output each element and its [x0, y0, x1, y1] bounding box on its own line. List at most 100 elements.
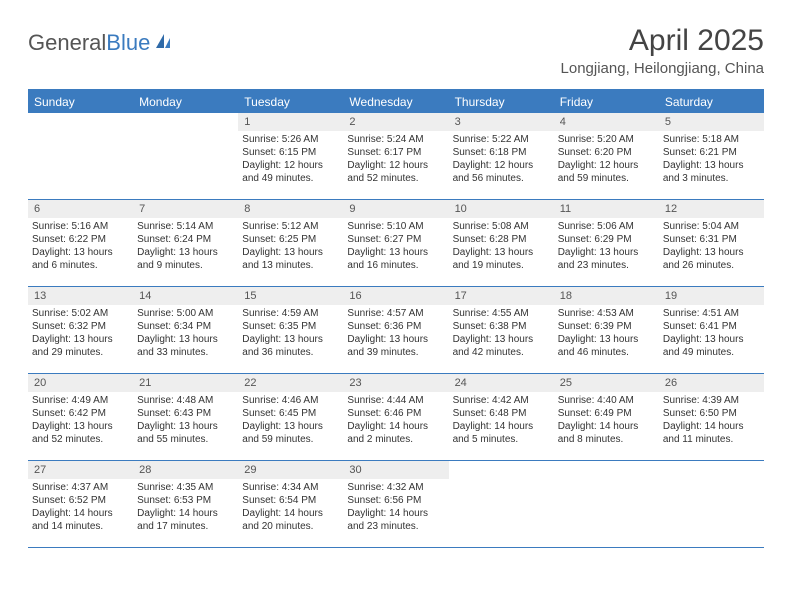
day-line: and 5 minutes. — [453, 433, 550, 446]
day-line: and 20 minutes. — [242, 520, 339, 533]
day-cell: 26Sunrise: 4:39 AMSunset: 6:50 PMDayligh… — [659, 374, 764, 460]
day-line: Sunset: 6:17 PM — [347, 146, 444, 159]
day-line: Sunrise: 4:44 AM — [347, 394, 444, 407]
day-cell: 11Sunrise: 5:06 AMSunset: 6:29 PMDayligh… — [554, 200, 659, 286]
day-number: 11 — [554, 200, 659, 218]
location: Longjiang, Heilongjiang, China — [561, 60, 764, 77]
day-line: Sunset: 6:38 PM — [453, 320, 550, 333]
day-line: Sunrise: 4:32 AM — [347, 481, 444, 494]
day-body: Sunrise: 5:16 AMSunset: 6:22 PMDaylight:… — [28, 218, 133, 276]
day-line: Sunset: 6:50 PM — [663, 407, 760, 420]
day-line: Sunrise: 4:34 AM — [242, 481, 339, 494]
day-cell: 10Sunrise: 5:08 AMSunset: 6:28 PMDayligh… — [449, 200, 554, 286]
day-line: Sunrise: 4:59 AM — [242, 307, 339, 320]
day-cell: 27Sunrise: 4:37 AMSunset: 6:52 PMDayligh… — [28, 461, 133, 547]
day-cell: 25Sunrise: 4:40 AMSunset: 6:49 PMDayligh… — [554, 374, 659, 460]
day-line: Sunset: 6:49 PM — [558, 407, 655, 420]
day-line: and 29 minutes. — [32, 346, 129, 359]
day-cell: 17Sunrise: 4:55 AMSunset: 6:38 PMDayligh… — [449, 287, 554, 373]
day-body: Sunrise: 5:08 AMSunset: 6:28 PMDaylight:… — [449, 218, 554, 276]
day-line: Daylight: 13 hours — [242, 246, 339, 259]
day-line: Daylight: 14 hours — [32, 507, 129, 520]
day-cell: 4Sunrise: 5:20 AMSunset: 6:20 PMDaylight… — [554, 113, 659, 199]
day-line: Sunrise: 5:08 AM — [453, 220, 550, 233]
day-line: Sunrise: 5:22 AM — [453, 133, 550, 146]
page: GeneralBlue April 2025 Longjiang, Heilon… — [0, 0, 792, 572]
day-number: 6 — [28, 200, 133, 218]
day-cell: 21Sunrise: 4:48 AMSunset: 6:43 PMDayligh… — [133, 374, 238, 460]
day-line: Daylight: 13 hours — [453, 333, 550, 346]
day-cell: 29Sunrise: 4:34 AMSunset: 6:54 PMDayligh… — [238, 461, 343, 547]
day-line: Daylight: 13 hours — [347, 246, 444, 259]
day-line: Sunrise: 4:53 AM — [558, 307, 655, 320]
day-line: Sunrise: 5:10 AM — [347, 220, 444, 233]
day-cell — [133, 113, 238, 199]
day-number: 14 — [133, 287, 238, 305]
day-line: Sunset: 6:56 PM — [347, 494, 444, 507]
day-line: and 49 minutes. — [242, 172, 339, 185]
day-line: Sunset: 6:41 PM — [663, 320, 760, 333]
day-body: Sunrise: 4:57 AMSunset: 6:36 PMDaylight:… — [343, 305, 448, 363]
day-line: and 39 minutes. — [347, 346, 444, 359]
title-block: April 2025 Longjiang, Heilongjiang, Chin… — [561, 24, 764, 77]
day-line: Daylight: 13 hours — [663, 159, 760, 172]
day-number: 8 — [238, 200, 343, 218]
day-line: Sunrise: 5:20 AM — [558, 133, 655, 146]
day-line: and 52 minutes. — [32, 433, 129, 446]
day-cell: 13Sunrise: 5:02 AMSunset: 6:32 PMDayligh… — [28, 287, 133, 373]
day-number: 24 — [449, 374, 554, 392]
day-number: 26 — [659, 374, 764, 392]
day-line: Sunset: 6:39 PM — [558, 320, 655, 333]
day-line: Daylight: 14 hours — [558, 420, 655, 433]
day-line: Daylight: 13 hours — [242, 420, 339, 433]
day-line: Sunrise: 4:48 AM — [137, 394, 234, 407]
day-line: Daylight: 13 hours — [663, 333, 760, 346]
day-body: Sunrise: 5:00 AMSunset: 6:34 PMDaylight:… — [133, 305, 238, 363]
day-line: and 16 minutes. — [347, 259, 444, 272]
day-body: Sunrise: 4:40 AMSunset: 6:49 PMDaylight:… — [554, 392, 659, 450]
day-number: 21 — [133, 374, 238, 392]
weekday-fri: Friday — [554, 91, 659, 113]
day-line: and 55 minutes. — [137, 433, 234, 446]
day-line: Sunset: 6:28 PM — [453, 233, 550, 246]
day-cell: 15Sunrise: 4:59 AMSunset: 6:35 PMDayligh… — [238, 287, 343, 373]
day-line: Sunset: 6:35 PM — [242, 320, 339, 333]
day-line: Sunset: 6:22 PM — [32, 233, 129, 246]
day-body: Sunrise: 5:12 AMSunset: 6:25 PMDaylight:… — [238, 218, 343, 276]
day-number: 29 — [238, 461, 343, 479]
day-cell: 12Sunrise: 5:04 AMSunset: 6:31 PMDayligh… — [659, 200, 764, 286]
logo: GeneralBlue — [28, 24, 174, 56]
day-line: and 36 minutes. — [242, 346, 339, 359]
day-line: and 8 minutes. — [558, 433, 655, 446]
day-line: and 33 minutes. — [137, 346, 234, 359]
day-cell: 9Sunrise: 5:10 AMSunset: 6:27 PMDaylight… — [343, 200, 448, 286]
day-line: Sunset: 6:53 PM — [137, 494, 234, 507]
day-number: 18 — [554, 287, 659, 305]
day-number: 13 — [28, 287, 133, 305]
weekday-mon: Monday — [133, 91, 238, 113]
day-line: Daylight: 13 hours — [453, 246, 550, 259]
day-cell: 23Sunrise: 4:44 AMSunset: 6:46 PMDayligh… — [343, 374, 448, 460]
day-cell — [28, 113, 133, 199]
weekday-thu: Thursday — [449, 91, 554, 113]
day-cell: 5Sunrise: 5:18 AMSunset: 6:21 PMDaylight… — [659, 113, 764, 199]
day-body: Sunrise: 4:37 AMSunset: 6:52 PMDaylight:… — [28, 479, 133, 537]
day-body: Sunrise: 4:55 AMSunset: 6:38 PMDaylight:… — [449, 305, 554, 363]
day-body: Sunrise: 4:35 AMSunset: 6:53 PMDaylight:… — [133, 479, 238, 537]
day-line: Sunset: 6:46 PM — [347, 407, 444, 420]
month-title: April 2025 — [561, 24, 764, 58]
day-body: Sunrise: 5:20 AMSunset: 6:20 PMDaylight:… — [554, 131, 659, 189]
day-cell: 3Sunrise: 5:22 AMSunset: 6:18 PMDaylight… — [449, 113, 554, 199]
day-body: Sunrise: 5:10 AMSunset: 6:27 PMDaylight:… — [343, 218, 448, 276]
day-line: Daylight: 14 hours — [453, 420, 550, 433]
day-line: Sunrise: 5:18 AM — [663, 133, 760, 146]
day-line: and 59 minutes. — [558, 172, 655, 185]
weekday-sat: Saturday — [659, 91, 764, 113]
day-line: Daylight: 12 hours — [347, 159, 444, 172]
day-number: 25 — [554, 374, 659, 392]
day-line: Daylight: 13 hours — [137, 333, 234, 346]
day-line: Sunset: 6:21 PM — [663, 146, 760, 159]
day-line: Sunrise: 4:39 AM — [663, 394, 760, 407]
day-line: Sunset: 6:36 PM — [347, 320, 444, 333]
week-row: 13Sunrise: 5:02 AMSunset: 6:32 PMDayligh… — [28, 287, 764, 374]
